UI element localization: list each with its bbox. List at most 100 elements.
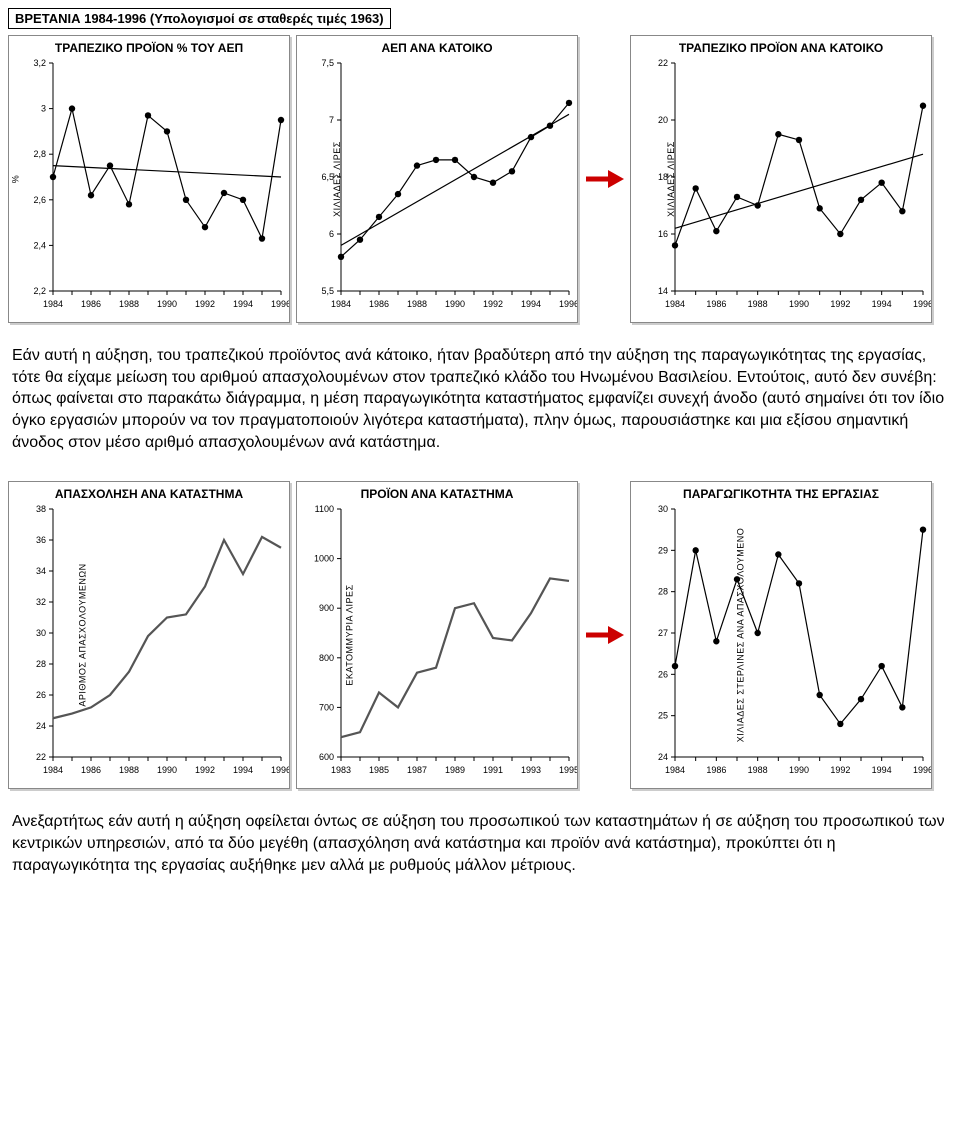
chart-row-2: ΑΠΑΣΧΟΛΗΣΗ ΑΝΑ ΚΑΤΑΣΤΗΜΑ ΑΡΙΘΜΟΣ ΑΠΑΣΧΟΛ… xyxy=(8,481,952,789)
svg-text:1996: 1996 xyxy=(271,299,289,309)
chart-panel-3: ΤΡΑΠΕΖΙΚΟ ΠΡΟΪΟΝ ΑΝΑ ΚΑΤΟΙΚΟ ΧΙΛΙΑΔΕΣ ΛΙ… xyxy=(630,35,932,323)
svg-text:3: 3 xyxy=(41,104,46,114)
ylabel-4: ΑΡΙΘΜΟΣ ΑΠΑΣΧΟΛΟΥΜΕΝΩΝ xyxy=(78,564,88,707)
chart-title-5: ΠΡΟΪΟΝ ΑΝΑ ΚΑΤΑΣΤΗΜΑ xyxy=(297,482,577,503)
svg-text:1992: 1992 xyxy=(830,765,850,775)
svg-text:29: 29 xyxy=(658,546,668,556)
ylabel-2: ΧΙΛΙΑΔΕΣ ΛΙΡΕΣ xyxy=(332,141,342,217)
svg-text:38: 38 xyxy=(36,504,46,514)
svg-text:26: 26 xyxy=(658,670,668,680)
svg-text:1100: 1100 xyxy=(315,504,334,514)
chart-title-3: ΤΡΑΠΕΖΙΚΟ ΠΡΟΪΟΝ ΑΝΑ ΚΑΤΟΙΚΟ xyxy=(631,36,931,57)
svg-text:1994: 1994 xyxy=(521,299,541,309)
svg-text:1993: 1993 xyxy=(521,765,541,775)
svg-text:16: 16 xyxy=(658,229,668,239)
ylabel-6: ΧΙΛΙΑΔΕΣ ΣΤΕΡΛΙΝΕΣ ΑΝΑ ΑΠΑΣΧΟΛΟΥΜΕΝΟ xyxy=(735,528,745,743)
svg-text:20: 20 xyxy=(658,115,668,125)
svg-text:1994: 1994 xyxy=(233,765,253,775)
svg-text:14: 14 xyxy=(658,286,668,296)
svg-text:6: 6 xyxy=(329,229,334,239)
svg-text:1996: 1996 xyxy=(559,299,577,309)
svg-text:2,8: 2,8 xyxy=(33,149,46,159)
svg-text:1996: 1996 xyxy=(913,765,931,775)
ylabel-3: ΧΙΛΙΑΔΕΣ ΛΙΡΕΣ xyxy=(666,141,676,217)
svg-text:1985: 1985 xyxy=(369,765,389,775)
svg-text:3,2: 3,2 xyxy=(33,58,46,68)
svg-text:28: 28 xyxy=(36,659,46,669)
svg-text:1994: 1994 xyxy=(872,765,892,775)
svg-text:24: 24 xyxy=(658,752,668,762)
svg-text:1989: 1989 xyxy=(445,765,465,775)
chart-svg-3: 14161820221984198619881990199219941996 xyxy=(631,57,931,317)
svg-text:1988: 1988 xyxy=(748,299,768,309)
svg-text:700: 700 xyxy=(319,703,334,713)
chart-title-2: ΑΕΠ ΑΝΑ ΚΑΤΟΙΚΟ xyxy=(297,36,577,57)
chart-panel-4: ΑΠΑΣΧΟΛΗΣΗ ΑΝΑ ΚΑΤΑΣΤΗΜΑ ΑΡΙΘΜΟΣ ΑΠΑΣΧΟΛ… xyxy=(8,481,290,789)
svg-text:1986: 1986 xyxy=(706,765,726,775)
paragraph-2: Ανεξαρτήτως εάν αυτή η αύξηση οφείλεται … xyxy=(12,811,948,876)
svg-text:1995: 1995 xyxy=(559,765,577,775)
svg-text:1986: 1986 xyxy=(81,299,101,309)
svg-text:1984: 1984 xyxy=(331,299,351,309)
svg-text:32: 32 xyxy=(36,597,46,607)
svg-text:1983: 1983 xyxy=(331,765,351,775)
svg-text:1986: 1986 xyxy=(81,765,101,775)
svg-text:30: 30 xyxy=(658,504,668,514)
svg-text:1986: 1986 xyxy=(369,299,389,309)
chart-title-4: ΑΠΑΣΧΟΛΗΣΗ ΑΝΑ ΚΑΤΑΣΤΗΜΑ xyxy=(9,482,289,503)
svg-text:1988: 1988 xyxy=(748,765,768,775)
svg-text:1996: 1996 xyxy=(913,299,931,309)
svg-text:30: 30 xyxy=(36,628,46,638)
svg-text:1992: 1992 xyxy=(195,765,215,775)
svg-text:800: 800 xyxy=(319,653,334,663)
ylabel-5: ΕΚΑΤΟΜΜΥΡΙΑ ΛΙΡΕΣ xyxy=(345,585,355,686)
svg-text:1984: 1984 xyxy=(665,765,685,775)
chart-panel-5: ΠΡΟΪΟΝ ΑΝΑ ΚΑΤΑΣΤΗΜΑ ΕΚΑΤΟΜΜΥΡΙΑ ΛΙΡΕΣ 6… xyxy=(296,481,578,789)
svg-text:2,6: 2,6 xyxy=(33,195,46,205)
chart-panel-2: ΑΕΠ ΑΝΑ ΚΑΤΟΙΚΟ ΧΙΛΙΑΔΕΣ ΛΙΡΕΣ 5,566,577… xyxy=(296,35,578,323)
svg-text:1988: 1988 xyxy=(119,299,139,309)
arrow-icon xyxy=(584,623,624,647)
svg-text:7,5: 7,5 xyxy=(321,58,334,68)
svg-text:1991: 1991 xyxy=(483,765,503,775)
chart-svg-6: 24 25 26 27 28 29 30 1984 1986 1988 1990 1992 1994 19… xyxy=(631,503,931,783)
svg-text:1992: 1992 xyxy=(195,299,215,309)
svg-text:36: 36 xyxy=(36,535,46,545)
svg-text:34: 34 xyxy=(36,566,46,576)
svg-text:7: 7 xyxy=(329,115,334,125)
svg-text:1000: 1000 xyxy=(314,554,334,564)
svg-text:900: 900 xyxy=(319,604,334,614)
chart-svg-1: 2,2 2,4 2,6 2,8 3 3,2 1984 1986 1988 1990 1992 1994… xyxy=(9,57,289,317)
svg-text:2,4: 2,4 xyxy=(33,241,46,251)
svg-text:1984: 1984 xyxy=(43,299,63,309)
svg-text:1996: 1996 xyxy=(271,765,289,775)
svg-text:1994: 1994 xyxy=(233,299,253,309)
arrow-icon xyxy=(584,167,624,191)
svg-text:1990: 1990 xyxy=(445,299,465,309)
svg-text:22: 22 xyxy=(36,752,46,762)
svg-text:1988: 1988 xyxy=(407,299,427,309)
chart-row-1: ΤΡΑΠΕΖΙΚΟ ΠΡΟΪΟΝ % ΤΟΥ ΑΕΠ % 2,22,42,62,… xyxy=(8,35,952,323)
svg-text:25: 25 xyxy=(658,711,668,721)
svg-text:1990: 1990 xyxy=(157,299,177,309)
svg-text:1984: 1984 xyxy=(665,299,685,309)
svg-text:600: 600 xyxy=(319,752,334,762)
svg-text:1992: 1992 xyxy=(830,299,850,309)
chart-panel-1: ΤΡΑΠΕΖΙΚΟ ΠΡΟΪΟΝ % ΤΟΥ ΑΕΠ % 2,22,42,62,… xyxy=(8,35,290,323)
svg-text:28: 28 xyxy=(658,587,668,597)
svg-text:1992: 1992 xyxy=(483,299,503,309)
header-title: ΒΡΕΤΑΝΙΑ 1984-1996 (Υπολογισμοί σε σταθε… xyxy=(8,8,391,29)
paragraph-1: Εάν αυτή η αύξηση, του τραπεζικού προϊόν… xyxy=(12,345,948,453)
svg-text:5,5: 5,5 xyxy=(321,286,334,296)
ylabel-1: % xyxy=(10,175,20,184)
svg-text:2,2: 2,2 xyxy=(33,286,46,296)
svg-text:22: 22 xyxy=(658,58,668,68)
svg-text:26: 26 xyxy=(36,690,46,700)
svg-text:1986: 1986 xyxy=(706,299,726,309)
svg-text:1990: 1990 xyxy=(789,765,809,775)
svg-text:1984: 1984 xyxy=(43,765,63,775)
chart-svg-4: 2224262830323436381984198619881990199219… xyxy=(9,503,289,783)
svg-text:1990: 1990 xyxy=(789,299,809,309)
chart-svg-5: 6007008009001000110019831985198719891991… xyxy=(297,503,577,783)
svg-text:27: 27 xyxy=(658,628,668,638)
